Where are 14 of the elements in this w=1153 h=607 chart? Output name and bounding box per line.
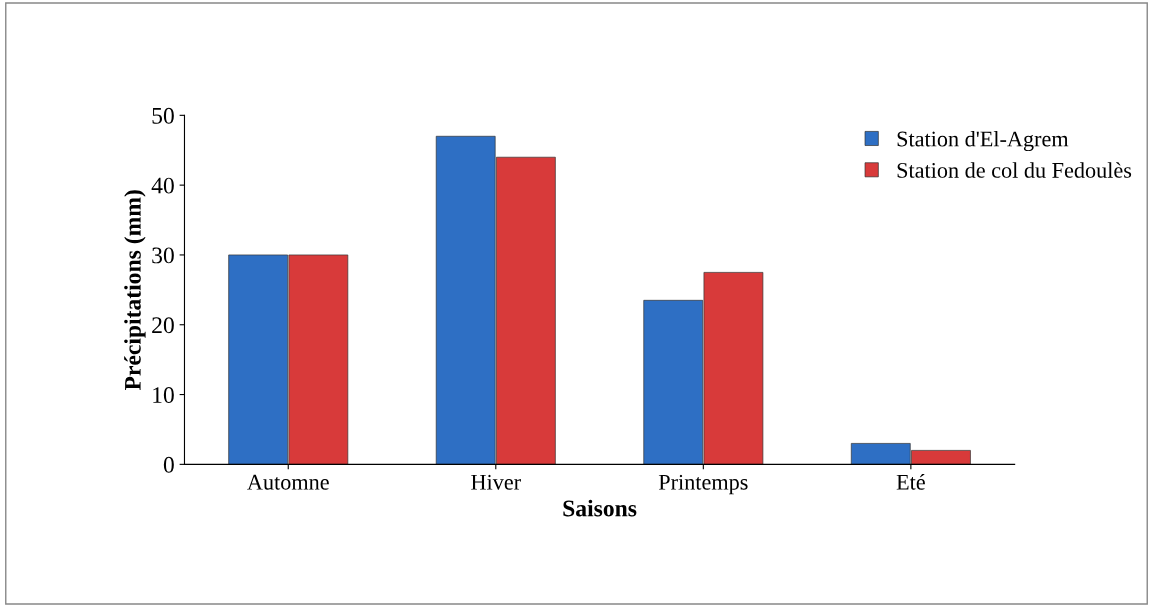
x-axis-title: Saisons bbox=[563, 499, 637, 517]
y-tick-label: 50 bbox=[152, 107, 174, 124]
x-tick-label: Printemps bbox=[658, 474, 748, 495]
x-tick-label: Eté bbox=[896, 474, 925, 490]
legend-label: Station d'El-Agrem bbox=[897, 130, 1069, 152]
legend-label: Station de col du Fedoulès bbox=[897, 162, 1132, 178]
y-tick-label: 0 bbox=[163, 456, 174, 473]
y-tick-label: 20 bbox=[152, 317, 174, 334]
x-tick-label: Automne bbox=[247, 474, 329, 490]
y-tick-label: 30 bbox=[152, 247, 174, 264]
y-tick-label: 40 bbox=[151, 177, 174, 194]
y-tick-label: 10 bbox=[153, 387, 174, 403]
x-tick-label: Hiver bbox=[471, 474, 521, 490]
y-axis-title: Précipitations (mm) bbox=[124, 190, 146, 391]
